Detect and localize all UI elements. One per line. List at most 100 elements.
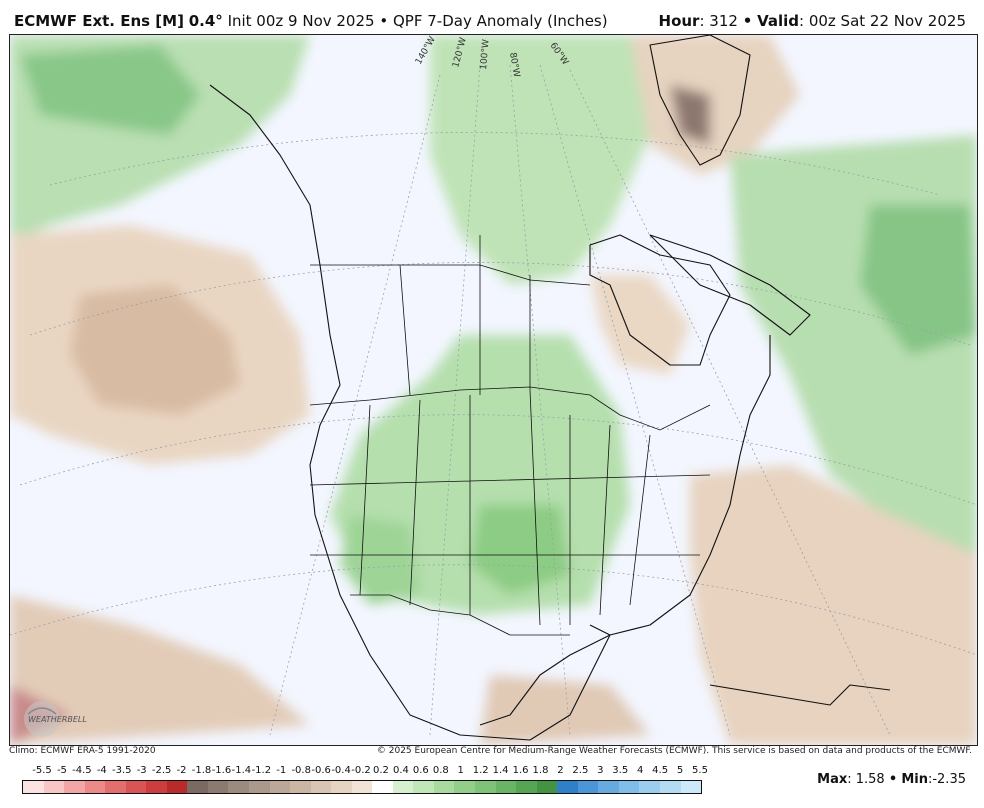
new-mexico-wet bbox=[340, 515, 420, 605]
legend-swatch bbox=[680, 781, 702, 793]
legend-labels: -5.5 -5 -4.5 -4 -3.5 -3 -2.5 -2 -1.8 -1.6 -1.4 -1.2… bbox=[22, 765, 708, 779]
legend-tick-label: -4 bbox=[96, 765, 107, 776]
legend-colorbar bbox=[22, 780, 702, 794]
legend-tick-label: -1.8 bbox=[191, 765, 212, 776]
legend-swatch bbox=[351, 781, 373, 793]
legend-swatch bbox=[577, 781, 599, 793]
legend-swatch bbox=[290, 781, 311, 793]
product-name: QPF 7-Day Anomaly (Inches) bbox=[393, 12, 608, 30]
gulf-coastline bbox=[479, 624, 611, 726]
valid-bullet: • bbox=[742, 12, 753, 30]
central-america-dry bbox=[480, 675, 650, 745]
max-value: : 1.58 bbox=[847, 772, 885, 787]
legend-swatch bbox=[269, 781, 291, 793]
legend-tick-label: 1.2 bbox=[472, 765, 489, 776]
legend-swatch bbox=[207, 781, 229, 793]
logo-text: WEATHERBELL bbox=[28, 715, 87, 724]
legend-tick-label: 4.5 bbox=[652, 765, 669, 776]
graticule bbox=[10, 64, 977, 736]
legend-tick-label: 1.4 bbox=[492, 765, 509, 776]
legend-swatch bbox=[536, 781, 558, 793]
legend-swatch bbox=[23, 781, 44, 793]
legend-tick-label: 0.6 bbox=[412, 765, 429, 776]
legend-tick-label: -1.6 bbox=[211, 765, 232, 776]
legend-tick-label: -0.2 bbox=[351, 765, 371, 776]
legend-swatch bbox=[249, 781, 270, 793]
legend-tick-label: -1 bbox=[276, 765, 287, 776]
legend-swatch bbox=[125, 781, 147, 793]
min-value: :-2.35 bbox=[927, 772, 966, 787]
title-separator: • bbox=[379, 12, 389, 30]
caribbean-islands bbox=[709, 684, 891, 706]
legend-tick-label: -1.2 bbox=[251, 765, 272, 776]
climo-credit: Climo: ECMWF ERA-5 1991-2020 bbox=[9, 746, 156, 756]
stats-bullet: • bbox=[888, 772, 898, 787]
legend-swatch bbox=[618, 781, 640, 793]
atlantic-coastline bbox=[529, 335, 771, 741]
legend-swatch bbox=[43, 781, 65, 793]
oklahoma-wet-core bbox=[470, 505, 570, 595]
legend-swatch bbox=[228, 781, 250, 793]
legend-swatch bbox=[495, 781, 517, 793]
legend-tick-label: 3.5 bbox=[612, 765, 629, 776]
map-panel: 140°W 120°W 100°W 80°W 60°W bbox=[9, 34, 978, 746]
legend-tick-label: -4.5 bbox=[72, 765, 92, 776]
western-atlantic-dry bbox=[690, 465, 977, 745]
longitude-label-100w: 100°W bbox=[479, 39, 492, 70]
legend-tick-label: 0.4 bbox=[392, 765, 409, 776]
legend-swatch bbox=[105, 781, 126, 793]
max-label: Max bbox=[817, 772, 848, 787]
north-pacific-wet-core bbox=[20, 45, 200, 135]
legend-tick-label: -0.8 bbox=[291, 765, 311, 776]
pacific-coastline bbox=[209, 84, 531, 741]
legend-tick-label: -3 bbox=[136, 765, 147, 776]
coastlines bbox=[209, 35, 891, 741]
max-min-stats: Max: 1.58 • Min:-2.35 bbox=[817, 772, 966, 787]
legend-tick-label: 0.8 bbox=[432, 765, 449, 776]
legend-swatch bbox=[598, 781, 619, 793]
valid-value: : 00z Sat 22 Nov 2025 bbox=[799, 12, 966, 30]
anomaly-shading bbox=[10, 35, 977, 745]
model-resolution: 0.4° bbox=[188, 12, 223, 30]
hudson-bay-dry bbox=[590, 275, 690, 375]
legend-tick-label: 2 bbox=[557, 765, 564, 776]
legend-tick-label: -3.5 bbox=[111, 765, 132, 776]
legend-swatch bbox=[557, 781, 578, 793]
legend-swatch bbox=[475, 781, 496, 793]
hour-value: : 312 bbox=[699, 12, 738, 30]
greenland-dry bbox=[630, 35, 800, 175]
legend-swatch bbox=[331, 781, 352, 793]
political-boundaries bbox=[309, 235, 711, 636]
valid-time-info: Hour: 312 • Valid: 00z Sat 22 Nov 2025 bbox=[659, 12, 966, 30]
legend-tick-label: -1.4 bbox=[231, 765, 252, 776]
hudson-bay bbox=[589, 234, 731, 366]
legend-tick-label: -2.5 bbox=[151, 765, 172, 776]
legend-swatch bbox=[187, 781, 208, 793]
legend-tick-label: 4 bbox=[636, 765, 644, 776]
legend-tick-label: 0.2 bbox=[373, 765, 389, 776]
legend-tick-label: 2.5 bbox=[572, 765, 589, 776]
init-time: Init 00z 9 Nov 2025 bbox=[227, 12, 375, 30]
greenland-dry-core bbox=[670, 85, 710, 145]
legend-swatch bbox=[659, 781, 681, 793]
model-name: ECMWF Ext. Ens [M] bbox=[14, 12, 184, 30]
us-mexico-border bbox=[350, 594, 570, 636]
legend-tick-label: -2 bbox=[176, 765, 187, 776]
legend-swatch bbox=[146, 781, 167, 793]
legend-tick-label: -5.5 bbox=[32, 765, 52, 776]
map-title: ECMWF Ext. Ens [M] 0.4° Init 00z 9 Nov 2… bbox=[14, 12, 608, 30]
legend-swatch bbox=[454, 781, 476, 793]
legend-swatch bbox=[64, 781, 85, 793]
us-canada-border bbox=[309, 386, 711, 431]
legend-tick-label: 5.5 bbox=[692, 765, 708, 776]
canadian-provinces bbox=[310, 235, 591, 396]
longitude-label-80w: 80°W bbox=[507, 52, 521, 78]
hour-label: Hour bbox=[658, 12, 700, 30]
legend-swatch bbox=[84, 781, 106, 793]
legend-tick-label: 3 bbox=[597, 765, 604, 776]
legend-tick-label: -5 bbox=[56, 765, 67, 776]
eastern-pacific-dry bbox=[10, 595, 310, 745]
ne-pacific-dry-core bbox=[70, 285, 240, 415]
labrador-coast bbox=[649, 234, 811, 336]
north-atlantic-wet-core bbox=[860, 205, 977, 355]
